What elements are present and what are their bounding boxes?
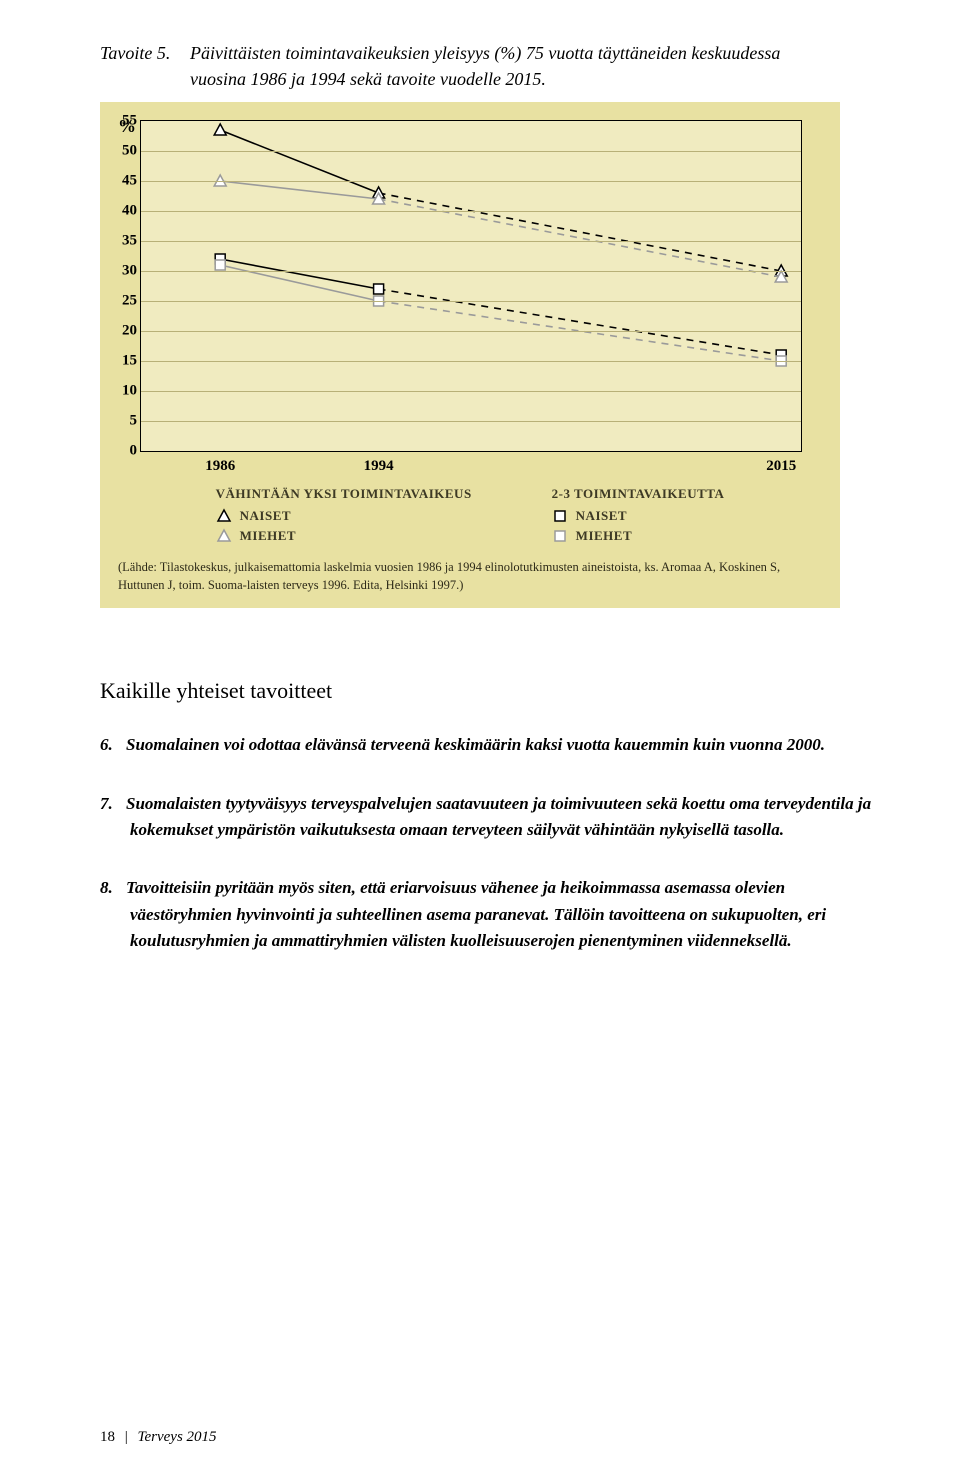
goal-number: 6. (100, 732, 126, 758)
grid-line (141, 211, 801, 212)
legend-left-title: VÄHINTÄÄN YKSI TOIMINTAVAIKEUS (216, 486, 472, 502)
goal-item: 8.Tavoitteisiin pyritään myös siten, ett… (100, 875, 880, 954)
x-tick: 1994 (364, 458, 394, 475)
y-tick: 15 (107, 353, 137, 370)
legend-row: NAISET (216, 508, 472, 524)
footer-doc: Terveys 2015 (138, 1429, 217, 1445)
y-tick: 5 (107, 413, 137, 430)
legend-row: MIEHET (552, 528, 725, 544)
grid-line (141, 241, 801, 242)
legend-right: 2-3 TOIMINTAVAIKEUTTA NAISET MIEHET (552, 486, 725, 544)
y-tick: 45 (107, 173, 137, 190)
goal-item: 6.Suomalainen voi odottaa elävänsä terve… (100, 732, 880, 758)
legend-row: NAISET (552, 508, 725, 524)
y-tick: 25 (107, 293, 137, 310)
legend-left: VÄHINTÄÄN YKSI TOIMINTAVAIKEUS NAISET MIE… (216, 486, 472, 544)
y-tick: 20 (107, 323, 137, 340)
y-tick: 50 (107, 143, 137, 160)
chart-caption: Tavoite 5.Päivittäisten toimintavaikeuks… (100, 40, 880, 92)
goal-text: Tavoitteisiin pyritään myös siten, että … (126, 878, 826, 950)
caption-prefix: Tavoite 5. (100, 40, 190, 66)
chart-panel: % 5550454035302520151050198619942015 VÄH… (100, 102, 840, 608)
chart-legend: VÄHINTÄÄN YKSI TOIMINTAVAIKEUS NAISET MIE… (118, 486, 822, 544)
footer-sep: | (125, 1429, 128, 1445)
x-tick: 1986 (205, 458, 235, 475)
chart-source: (Lähde: Tilastokeskus, julkaisemattomia … (118, 558, 822, 594)
legend-label: MIEHET (240, 528, 296, 544)
page-number: 18 (100, 1429, 115, 1445)
legend-label: NAISET (240, 508, 291, 524)
goal-number: 7. (100, 791, 126, 817)
square-icon (552, 508, 568, 524)
y-tick: 40 (107, 203, 137, 220)
section-title: Kaikille yhteiset tavoitteet (100, 678, 880, 704)
grid-line (141, 151, 801, 152)
y-tick: 55 (107, 113, 137, 130)
grid-line (141, 361, 801, 362)
goal-item: 7.Suomalaisten tyytyväisyys terveyspalve… (100, 791, 880, 844)
y-tick: 30 (107, 263, 137, 280)
y-tick: 10 (107, 383, 137, 400)
x-tick: 2015 (766, 458, 796, 475)
grid-line (141, 391, 801, 392)
grid-line (141, 331, 801, 332)
triangle-icon (216, 508, 232, 524)
page-footer: 18 | Terveys 2015 (100, 1429, 217, 1446)
grid-line (141, 421, 801, 422)
square-icon (552, 528, 568, 544)
y-tick: 35 (107, 233, 137, 250)
grid-line (141, 181, 801, 182)
goal-text: Suomalaisten tyytyväisyys terveyspalvelu… (126, 794, 871, 839)
grid-line (141, 271, 801, 272)
goal-text: Suomalainen voi odottaa elävänsä terveen… (126, 735, 825, 754)
legend-row: MIEHET (216, 528, 472, 544)
caption-text: Päivittäisten toimintavaikeuksien yleisy… (190, 40, 830, 92)
goal-number: 8. (100, 875, 126, 901)
legend-label: NAISET (576, 508, 627, 524)
chart-svg (141, 121, 801, 451)
grid-line (141, 301, 801, 302)
triangle-icon (216, 528, 232, 544)
plot-area: 5550454035302520151050198619942015 (140, 120, 802, 452)
y-tick: 0 (107, 443, 137, 460)
legend-right-title: 2-3 TOIMINTAVAIKEUTTA (552, 486, 725, 502)
legend-label: MIEHET (576, 528, 632, 544)
